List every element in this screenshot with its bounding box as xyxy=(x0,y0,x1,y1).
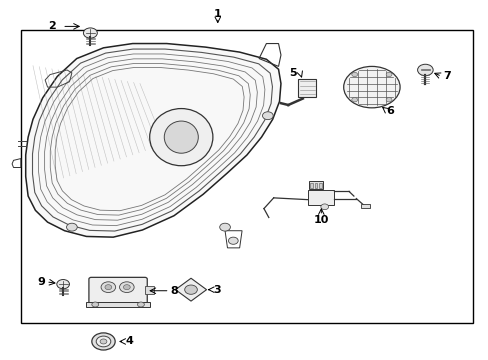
Text: 3: 3 xyxy=(212,285,220,295)
Bar xyxy=(297,79,316,97)
Text: 10: 10 xyxy=(313,215,328,225)
Text: 2: 2 xyxy=(48,21,56,31)
Polygon shape xyxy=(175,278,206,301)
FancyBboxPatch shape xyxy=(89,277,147,304)
Polygon shape xyxy=(26,44,281,237)
Circle shape xyxy=(262,112,273,120)
Text: 7: 7 xyxy=(442,71,450,81)
Circle shape xyxy=(83,28,97,38)
Text: 9: 9 xyxy=(37,277,45,287)
Circle shape xyxy=(66,223,77,231)
Circle shape xyxy=(92,333,115,350)
Circle shape xyxy=(57,279,69,289)
Circle shape xyxy=(343,66,399,108)
Circle shape xyxy=(351,98,357,102)
Circle shape xyxy=(105,285,112,290)
Bar xyxy=(314,183,317,188)
Circle shape xyxy=(228,237,238,244)
Circle shape xyxy=(137,302,144,307)
Circle shape xyxy=(101,282,116,293)
Bar xyxy=(86,302,149,307)
Bar xyxy=(361,203,369,208)
Ellipse shape xyxy=(149,109,212,166)
Bar xyxy=(309,183,312,188)
Circle shape xyxy=(184,285,197,294)
Text: 6: 6 xyxy=(386,106,393,116)
Text: 1: 1 xyxy=(213,9,221,19)
Circle shape xyxy=(96,336,111,347)
Circle shape xyxy=(219,223,230,231)
Bar xyxy=(144,287,153,294)
Text: 8: 8 xyxy=(170,286,178,296)
Bar xyxy=(308,181,323,189)
Circle shape xyxy=(386,72,391,77)
Circle shape xyxy=(92,302,99,307)
Text: 5: 5 xyxy=(289,68,296,78)
Circle shape xyxy=(417,64,432,76)
Circle shape xyxy=(320,204,328,210)
Bar xyxy=(21,30,472,323)
Circle shape xyxy=(123,285,130,290)
Bar xyxy=(307,190,334,205)
Circle shape xyxy=(351,72,357,77)
Circle shape xyxy=(386,98,391,102)
Circle shape xyxy=(119,282,134,293)
Text: 4: 4 xyxy=(125,337,133,346)
Bar xyxy=(318,183,321,188)
Circle shape xyxy=(100,339,107,344)
Ellipse shape xyxy=(164,121,198,153)
